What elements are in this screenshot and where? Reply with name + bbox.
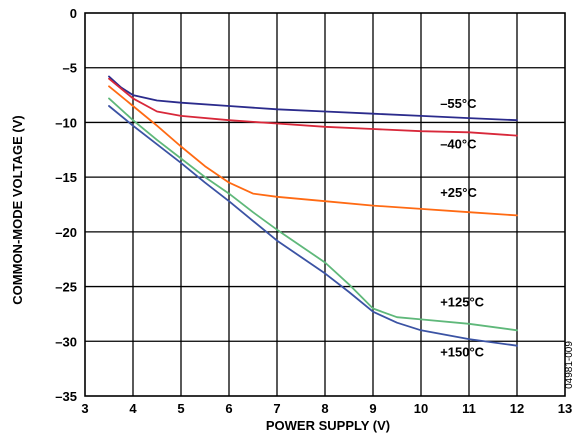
plot-area-frame	[84, 12, 566, 397]
x-tick-label: 9	[369, 401, 376, 416]
y-tick-label: –10	[55, 115, 77, 130]
y-tick-label: 0	[70, 6, 77, 21]
x-tick-label: 7	[273, 401, 280, 416]
series-group	[108, 75, 518, 347]
x-axis-ticks: 3 4 5 6 7 8 9 10 11 12 13	[81, 401, 572, 416]
series-label: +125°C	[440, 294, 484, 309]
y-tick-label: –25	[55, 280, 77, 295]
figure-code: 04981-009	[564, 341, 575, 389]
y-tick-label: –5	[63, 61, 77, 76]
y-tick-label: –30	[55, 334, 77, 349]
x-tick-label: 10	[414, 401, 428, 416]
series-labels: –55°C –40°C +25°C +125°C +150°C	[440, 96, 484, 359]
series-label: –55°C	[440, 96, 477, 111]
series-line	[108, 75, 518, 122]
y-tick-label: –35	[55, 389, 77, 404]
series-label: +150°C	[440, 345, 484, 360]
series-line	[108, 77, 518, 137]
x-tick-label: 12	[510, 401, 524, 416]
x-tick-label: 4	[129, 401, 137, 416]
grid	[85, 13, 565, 396]
x-tick-label: 11	[462, 401, 476, 416]
x-tick-label: 5	[177, 401, 184, 416]
y-tick-label: –20	[55, 225, 77, 240]
y-axis-ticks: 0 –5 –10 –15 –20 –25 –30 –35	[55, 6, 77, 404]
series-line	[108, 85, 518, 217]
x-axis-title: POWER SUPPLY (V)	[266, 418, 390, 433]
x-tick-label: 13	[558, 401, 572, 416]
series-line	[108, 97, 518, 332]
x-tick-label: 6	[225, 401, 232, 416]
x-tick-label: 8	[321, 401, 328, 416]
series-line	[108, 105, 518, 347]
y-axis-title: COMMON-MODE VOLTAGE (V)	[10, 115, 25, 304]
y-tick-label: –15	[55, 170, 77, 185]
series-label: –40°C	[440, 137, 477, 152]
series-label: +25°C	[440, 185, 477, 200]
x-tick-label: 3	[81, 401, 88, 416]
